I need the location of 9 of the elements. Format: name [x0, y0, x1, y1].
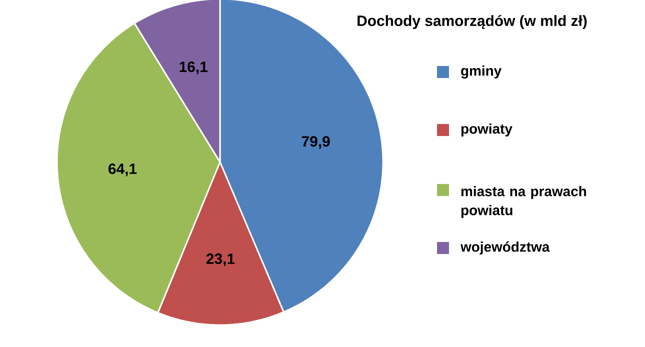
legend-label: województwa [460, 241, 550, 255]
data-label: 79,9 [302, 136, 330, 149]
text: Dochody samorządów (w mld zł) [358, 14, 587, 30]
data-label: 23,1 [206, 253, 235, 266]
legend-label: powiaty [461, 123, 512, 136]
legend-label: gminy [461, 65, 502, 79]
data-label: 64,1 [108, 163, 137, 176]
legend-label: miasta na prawach powiatu [461, 186, 586, 218]
data-label: 16,1 [180, 62, 208, 74]
